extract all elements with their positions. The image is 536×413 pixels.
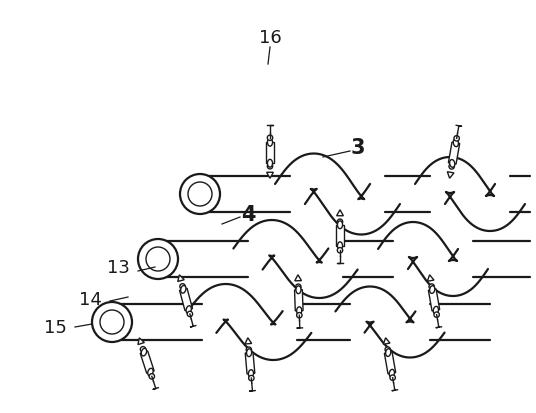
Ellipse shape (296, 286, 301, 294)
Circle shape (140, 347, 146, 352)
Polygon shape (383, 338, 390, 344)
Ellipse shape (338, 242, 343, 250)
Circle shape (454, 136, 459, 142)
Circle shape (246, 347, 251, 353)
Circle shape (337, 248, 343, 253)
Polygon shape (178, 275, 184, 282)
Ellipse shape (186, 306, 191, 313)
Ellipse shape (453, 140, 458, 147)
Text: 15: 15 (43, 318, 66, 336)
Polygon shape (427, 275, 434, 282)
Ellipse shape (267, 139, 272, 147)
Circle shape (92, 302, 132, 342)
Circle shape (180, 284, 185, 290)
Circle shape (267, 136, 273, 141)
Circle shape (180, 175, 220, 214)
Circle shape (390, 375, 396, 380)
Circle shape (337, 220, 343, 225)
Ellipse shape (389, 370, 394, 377)
Circle shape (187, 311, 192, 317)
Ellipse shape (267, 160, 272, 168)
Ellipse shape (248, 370, 254, 377)
Polygon shape (180, 289, 192, 311)
Circle shape (434, 312, 440, 318)
Circle shape (385, 347, 390, 352)
Ellipse shape (142, 349, 147, 356)
Ellipse shape (181, 286, 186, 293)
Ellipse shape (450, 160, 455, 168)
Circle shape (267, 164, 273, 170)
Polygon shape (428, 289, 440, 311)
Polygon shape (245, 338, 252, 344)
Polygon shape (266, 143, 274, 164)
Circle shape (138, 240, 178, 279)
Polygon shape (337, 210, 344, 216)
Polygon shape (138, 338, 144, 345)
Circle shape (429, 284, 434, 290)
Circle shape (249, 375, 254, 381)
Text: 16: 16 (259, 29, 281, 47)
Text: 13: 13 (107, 259, 129, 276)
Polygon shape (140, 351, 154, 373)
Polygon shape (336, 225, 344, 246)
Text: 4: 4 (241, 204, 255, 224)
Polygon shape (448, 172, 454, 179)
Ellipse shape (430, 286, 435, 294)
Polygon shape (245, 353, 255, 374)
Ellipse shape (338, 221, 343, 229)
Polygon shape (266, 173, 273, 179)
Polygon shape (449, 143, 460, 165)
Polygon shape (295, 290, 303, 311)
Circle shape (296, 285, 301, 290)
Circle shape (149, 374, 154, 379)
Ellipse shape (148, 368, 153, 376)
Text: 14: 14 (79, 290, 101, 308)
Ellipse shape (385, 349, 391, 356)
Circle shape (296, 313, 302, 318)
Circle shape (449, 164, 455, 170)
Ellipse shape (296, 307, 302, 315)
Polygon shape (384, 352, 396, 374)
Ellipse shape (247, 349, 252, 357)
Polygon shape (295, 275, 302, 281)
Ellipse shape (433, 306, 438, 314)
Text: 3: 3 (351, 138, 365, 158)
